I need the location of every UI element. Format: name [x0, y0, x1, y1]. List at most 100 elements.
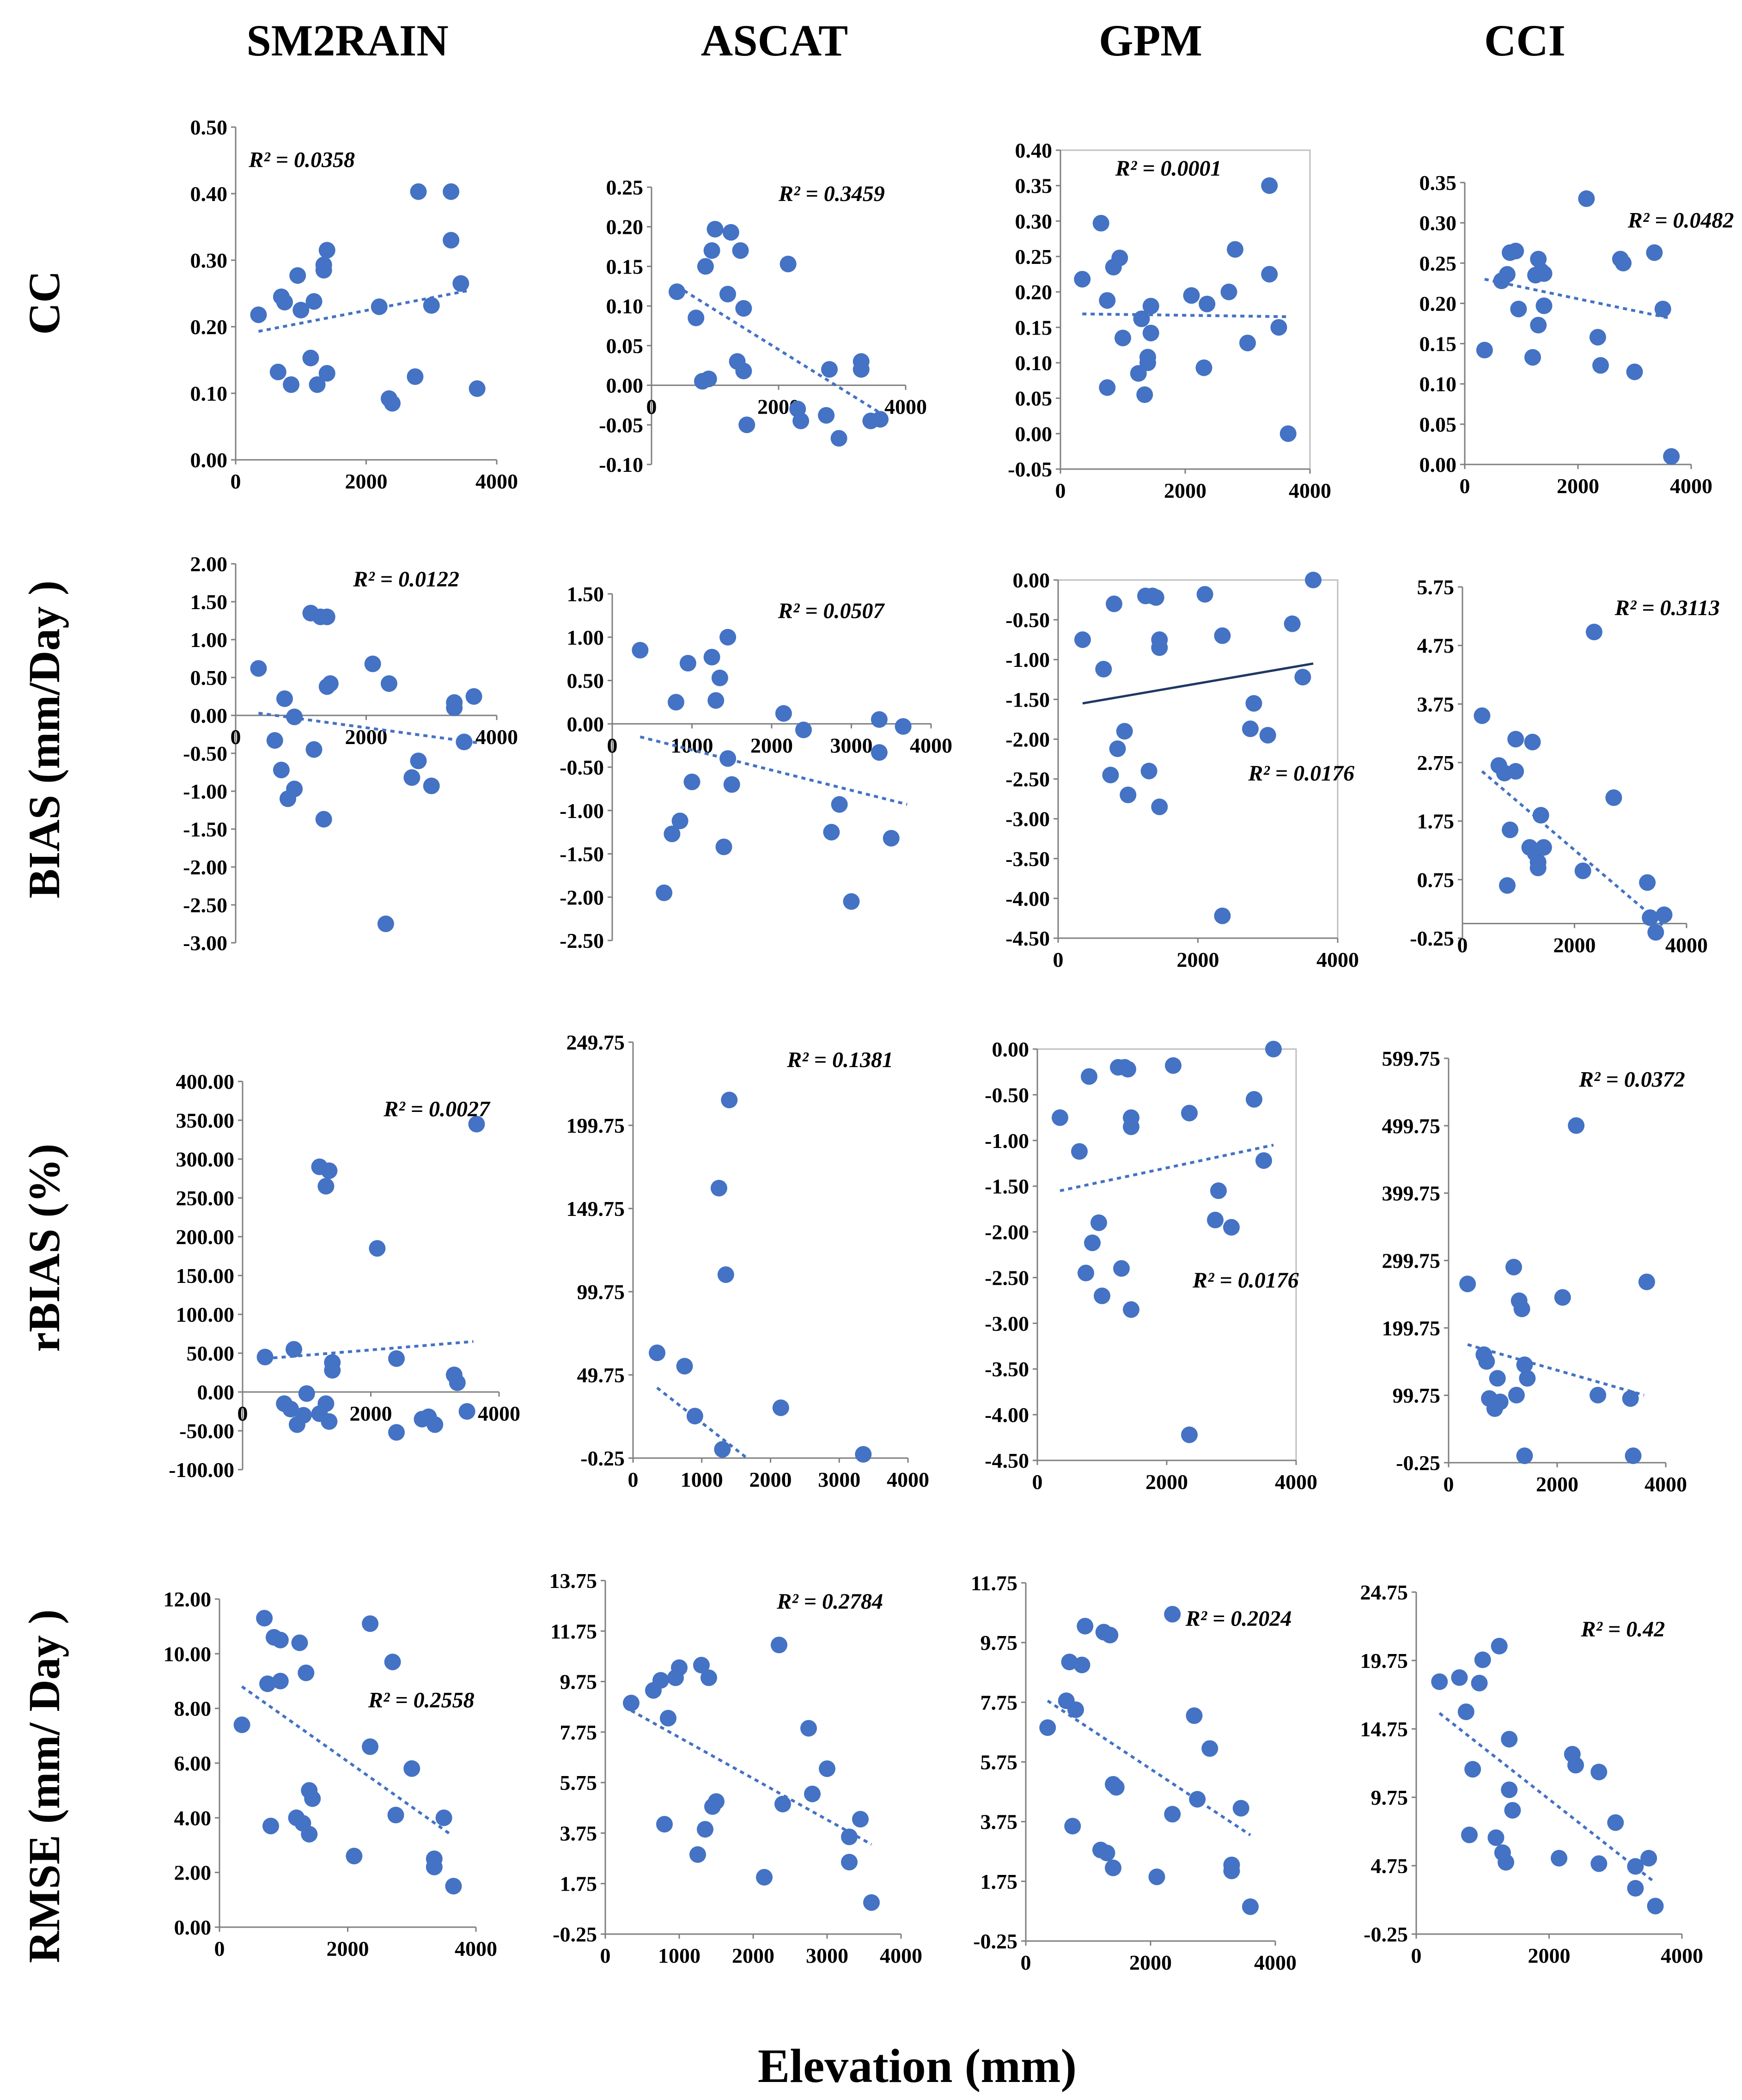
data-point-bias-cci: [1474, 707, 1491, 724]
data-point-rbias-gpm: [1084, 1234, 1101, 1251]
column-title-cci: CCI: [1484, 16, 1565, 65]
data-point-bias-ascat: [871, 744, 888, 761]
data-point-cc-cci: [1578, 190, 1595, 207]
data-point-cc-sm2rain: [318, 242, 335, 259]
data-point-rmse-gpm: [1105, 1859, 1121, 1876]
x-tick-label-cc-sm2rain: 2000: [345, 470, 388, 493]
data-point-bias-sm2rain: [410, 752, 427, 769]
panel-bias-cci: -0.25 0.75 1.75 2.75 3.75 4.75 5.75 0 2000 4000 R²…: [1410, 575, 1720, 957]
panel-rmse-cci: -0.25 4.75 9.75 14.75 19.75 24.75 0 2000 4000 R² …: [1360, 1581, 1704, 1967]
y-tick-label-rbias-gpm: -0.50: [985, 1083, 1029, 1107]
data-point-rmse-sm2rain: [262, 1818, 279, 1835]
data-point-cc-gpm: [1139, 354, 1156, 371]
data-point-bias-sm2rain: [315, 811, 332, 828]
y-tick-label-bias-gpm: -1.50: [1005, 688, 1050, 711]
data-point-rmse-cci: [1627, 1858, 1644, 1875]
y-tick-label-rmse-ascat: 1.75: [560, 1872, 597, 1896]
data-point-rmse-gpm: [1102, 1627, 1119, 1644]
data-point-rmse-sm2rain: [435, 1809, 452, 1826]
y-tick-label-cc-ascat: 0.25: [606, 176, 644, 199]
data-point-bias-cci: [1656, 906, 1673, 923]
y-tick-label-rmse-cci: -0.25: [1364, 1923, 1408, 1946]
data-point-rmse-gpm: [1039, 1719, 1056, 1736]
data-point-bias-ascat: [656, 884, 673, 901]
data-point-rbias-sm2rain: [317, 1395, 335, 1412]
data-point-rmse-cci: [1627, 1880, 1644, 1897]
data-point-bias-sm2rain: [446, 699, 463, 716]
panel-rmse-ascat: -0.25 1.75 3.75 5.75 7.75 9.75 11.75 13.75 0 1000…: [549, 1569, 923, 1967]
x-tick-label-rmse-ascat: 0: [600, 1944, 611, 1967]
row-title-rmse: RMSE (mm/ Day ): [19, 1609, 69, 1963]
x-tick-label-rbias-gpm: 4000: [1275, 1470, 1317, 1494]
trendline-cc-gpm: [1082, 312, 1288, 318]
data-point-bias-gpm: [1294, 669, 1311, 686]
y-tick-label-rmse-gpm: 5.75: [981, 1751, 1018, 1774]
panel-bias-sm2rain: -3.00 -2.50 -2.00 -1.50 -1.00 -0.50 0.00 0.50 1.…: [183, 552, 518, 955]
data-point-rmse-ascat: [852, 1811, 869, 1828]
y-tick-label-rmse-ascat: 3.75: [560, 1821, 597, 1845]
data-point-cc-sm2rain: [309, 376, 326, 393]
data-point-rbias-ascat: [710, 1179, 727, 1197]
data-point-bias-cci: [1499, 877, 1516, 894]
data-point-rmse-sm2rain: [301, 1825, 318, 1843]
panels: 0.00 0.10 0.20 0.30 0.40 0.50 0 2000 4000 R² = 0.…: [164, 116, 1734, 1974]
data-point-cc-ascat: [735, 300, 752, 317]
y-tick-label-bias-ascat: 1.00: [567, 626, 604, 649]
data-point-bias-gpm: [1214, 907, 1231, 924]
data-point-bias-gpm: [1245, 695, 1262, 712]
y-tick-label-rbias-sm2rain: 400.00: [176, 1070, 235, 1093]
r2-label-rmse-gpm: R² = 0.2024: [1185, 1606, 1292, 1631]
y-tick-label-rbias-gpm: -1.00: [985, 1129, 1029, 1153]
y-tick-label-rmse-cci: 9.75: [1371, 1786, 1408, 1809]
data-point-cc-gpm: [1279, 425, 1297, 442]
data-point-rmse-ascat: [756, 1869, 773, 1886]
data-point-rbias-cci: [1622, 1390, 1639, 1407]
data-point-cc-ascat: [703, 242, 720, 259]
y-tick-label-rmse-cci: 4.75: [1371, 1854, 1408, 1878]
data-point-cc-sm2rain: [315, 262, 332, 279]
y-tick-label-bias-sm2rain: 0.50: [190, 666, 228, 690]
data-point-rbias-gpm: [1078, 1264, 1094, 1282]
trendline-cc-cci: [1484, 278, 1669, 319]
x-tick-label-cc-gpm: 2000: [1164, 479, 1206, 502]
y-tick-label-cc-sm2rain: 0.20: [190, 315, 228, 339]
y-tick-label-rbias-cci: 99.75: [1393, 1384, 1441, 1407]
data-point-bias-ascat: [664, 825, 681, 842]
y-tick-label-cc-gpm: 0.30: [1015, 209, 1053, 233]
data-point-bias-ascat: [795, 721, 812, 739]
y-tick-label-bias-ascat: -1.50: [560, 842, 604, 866]
data-point-cc-ascat: [738, 416, 755, 433]
r2-label-cc-cci: R² = 0.0482: [1627, 208, 1734, 233]
y-tick-label-bias-ascat: -0.50: [560, 756, 604, 779]
y-tick-label-rbias-sm2rain: -100.00: [169, 1458, 234, 1482]
data-point-rbias-cci: [1459, 1276, 1476, 1293]
data-point-rbias-gpm: [1120, 1061, 1136, 1078]
data-point-rmse-gpm: [1232, 1800, 1249, 1817]
data-point-cc-gpm: [1220, 283, 1237, 300]
r2-label-bias-ascat: R² = 0.0507: [778, 599, 885, 623]
data-point-bias-gpm: [1214, 627, 1231, 644]
data-point-cc-cci: [1626, 363, 1643, 380]
data-point-cc-sm2rain: [305, 293, 323, 310]
x-tick-label-rbias-ascat: 1000: [681, 1468, 723, 1491]
row-title-bias: BIAS (mm/Day ): [19, 580, 69, 898]
data-point-cc-gpm: [1133, 310, 1150, 327]
x-tick-label-rbias-gpm: 2000: [1145, 1470, 1188, 1494]
data-point-bias-cci: [1585, 623, 1602, 641]
data-point-rbias-ascat: [717, 1266, 734, 1283]
trendline-rbias-sm2rain: [265, 1340, 474, 1360]
data-point-bias-cci: [1532, 807, 1549, 824]
panel-bias-ascat: -2.50 -2.00 -1.50 -1.00 -0.50 0.00 0.50 1.00 1.5…: [560, 582, 952, 952]
data-point-rmse-gpm: [1077, 1618, 1094, 1635]
x-tick-label-bias-sm2rain: 0: [231, 725, 241, 749]
data-point-bias-gpm: [1116, 723, 1133, 740]
data-point-rmse-gpm: [1061, 1654, 1078, 1671]
data-point-rbias-cci: [1638, 1273, 1655, 1290]
data-point-cc-cci: [1589, 329, 1606, 346]
data-point-cc-ascat: [821, 361, 838, 378]
data-point-bias-gpm: [1259, 726, 1276, 744]
data-point-rmse-ascat: [689, 1846, 706, 1863]
data-point-rbias-cci: [1505, 1258, 1522, 1276]
y-tick-label-bias-sm2rain: 1.50: [190, 590, 228, 614]
data-point-cc-ascat: [669, 283, 685, 300]
